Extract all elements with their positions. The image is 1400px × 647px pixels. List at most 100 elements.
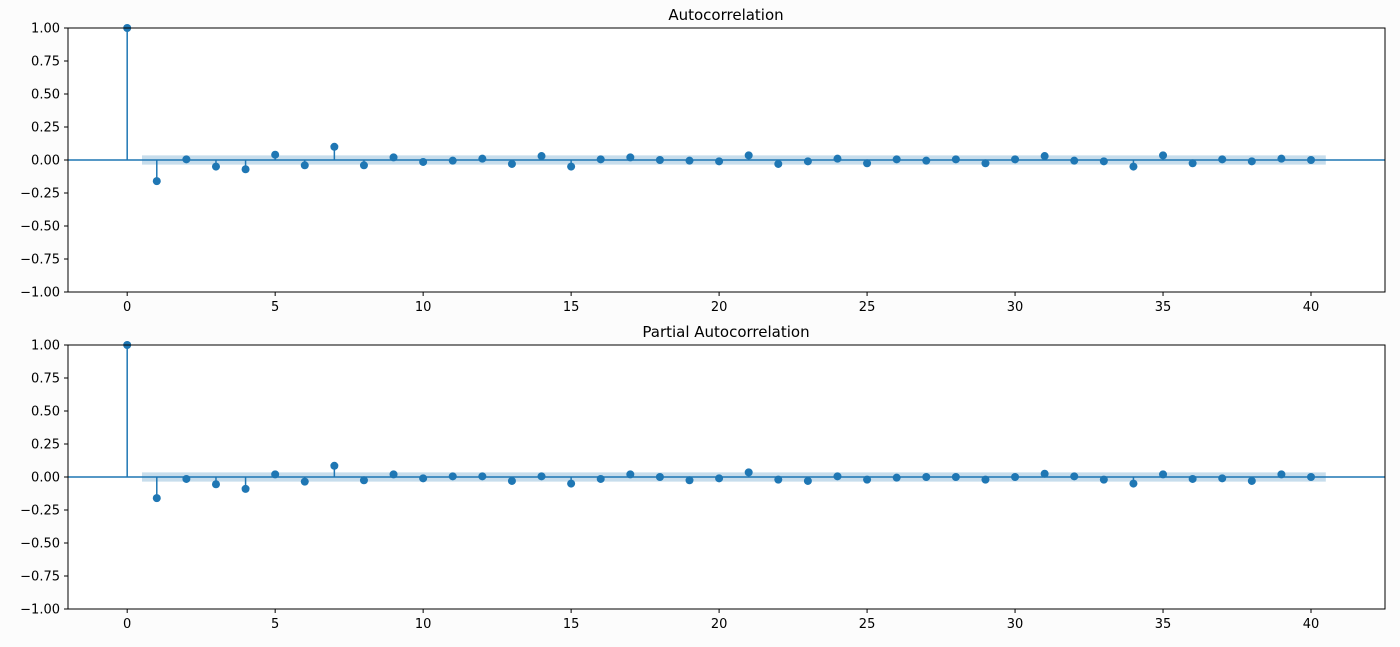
acf-marker-lag-1 (152, 177, 161, 186)
pacf-marker-lag-36 (1188, 474, 1197, 483)
pacf-marker-lag-40 (1307, 473, 1316, 481)
acf-ytick-label-2: −0.50 (20, 220, 60, 235)
acf-marker-lag-35 (1159, 151, 1168, 160)
pacf-marker-lag-20 (715, 474, 724, 483)
acf-marker-lag-30 (1011, 155, 1020, 164)
acf-marker-lag-16 (596, 155, 605, 164)
acf-ytick-label-0: −1.00 (20, 286, 60, 301)
acf-xtick-label-40: 40 (1303, 300, 1320, 315)
pacf-ytick-label-1: −0.75 (20, 570, 60, 585)
pacf-marker-lag-30 (1011, 473, 1020, 481)
acf-marker-lag-10 (419, 157, 428, 166)
acf-ytick-label-4: 0.00 (31, 154, 60, 169)
pacf-xtick-label-40: 40 (1303, 617, 1320, 632)
pacf-marker-lag-21 (744, 468, 753, 477)
acf-xtick-label-5: 5 (271, 300, 279, 315)
acf-marker-lag-32 (1070, 156, 1079, 165)
acf-marker-lag-25 (863, 159, 872, 168)
pacf-marker-lag-15 (567, 479, 576, 488)
acf-marker-lag-3 (211, 162, 220, 171)
pacf-marker-lag-37 (1218, 474, 1227, 483)
acf-marker-lag-2 (182, 155, 191, 164)
acf-xtick-label-0: 0 (123, 300, 131, 315)
partial-autocorrelation-panel: Partial Autocorrelation 0 5 10 15 20 25 30 35 40… (20, 323, 1386, 632)
pacf-ytick-label-3: −0.25 (20, 504, 60, 519)
acf-marker-lag-38 (1247, 157, 1256, 166)
acf-marker-lag-14 (537, 152, 546, 161)
acf-marker-lag-22 (774, 159, 783, 168)
pacf-marker-lag-8 (359, 476, 368, 485)
pacf-marker-lag-12 (478, 472, 487, 481)
pacf-marker-lag-26 (892, 473, 901, 482)
pacf-marker-lag-14 (537, 472, 546, 481)
acf-ytick-label-6: 0.50 (31, 88, 60, 103)
acf-marker-lag-34 (1129, 162, 1138, 171)
pacf-marker-lag-34 (1129, 479, 1138, 488)
pacf-marker-lag-22 (774, 475, 783, 484)
pacf-marker-lag-17 (626, 470, 635, 479)
acf-marker-lag-36 (1188, 159, 1197, 168)
acf-ytick-label-8: 1.00 (31, 22, 60, 37)
pacf-marker-lag-28 (951, 473, 960, 481)
acf-xtick-label-15: 15 (563, 300, 580, 315)
pacf-marker-lag-25 (863, 475, 872, 484)
pacf-marker-lag-5 (271, 470, 280, 479)
pacf-marker-lag-1 (152, 494, 161, 503)
pacf-ytick-label-6: 0.50 (31, 405, 60, 420)
pacf-ytick-label-2: −0.50 (20, 537, 60, 552)
pacf-marker-lag-35 (1159, 470, 1168, 479)
acf-marker-lag-12 (478, 154, 487, 163)
acf-marker-lag-9 (389, 153, 398, 162)
acf-marker-lag-28 (951, 155, 960, 164)
partial-autocorrelation-title: Partial Autocorrelation (642, 323, 809, 341)
pacf-marker-lag-31 (1040, 469, 1049, 478)
pacf-ytick-label-4: 0.00 (31, 471, 60, 486)
pacf-xtick-label-35: 35 (1155, 617, 1172, 632)
acf-marker-lag-15 (567, 162, 576, 171)
acf-xtick-label-35: 35 (1155, 300, 1172, 315)
pacf-xtick-label-5: 5 (271, 617, 279, 632)
pacf-ytick-label-7: 0.75 (31, 372, 60, 387)
acf-marker-lag-4 (241, 165, 250, 174)
acf-marker-lag-26 (892, 155, 901, 164)
acf-marker-lag-29 (981, 159, 990, 168)
pacf-marker-lag-24 (833, 472, 842, 481)
acf-xtick-label-20: 20 (711, 300, 728, 315)
acf-marker-lag-17 (626, 153, 635, 162)
acf-marker-lag-20 (715, 157, 724, 166)
pacf-marker-lag-11 (448, 472, 457, 481)
autocorrelation-title: Autocorrelation (668, 6, 783, 24)
pacf-xtick-label-25: 25 (859, 617, 876, 632)
acf-xtick-label-25: 25 (859, 300, 876, 315)
acf-marker-lag-33 (1099, 157, 1108, 166)
acf-xtick-label-30: 30 (1007, 300, 1024, 315)
acf-xtick-label-10: 10 (415, 300, 432, 315)
pacf-marker-lag-16 (596, 474, 605, 483)
acf-marker-lag-31 (1040, 152, 1049, 161)
pacf-xtick-label-15: 15 (563, 617, 580, 632)
acf-marker-lag-39 (1277, 154, 1286, 163)
pacf-marker-lag-2 (182, 474, 191, 483)
acf-marker-lag-18 (655, 156, 664, 164)
pacf-ytick-label-8: 1.00 (31, 339, 60, 354)
pacf-ytick-label-0: −1.00 (20, 603, 60, 618)
acf-ytick-label-3: −0.25 (20, 187, 60, 202)
pacf-xtick-label-30: 30 (1007, 617, 1024, 632)
pacf-marker-lag-9 (389, 470, 398, 479)
pacf-marker-lag-29 (981, 475, 990, 484)
acf-ytick-label-5: 0.25 (31, 121, 60, 136)
acf-marker-lag-8 (359, 161, 368, 170)
pacf-marker-lag-18 (655, 473, 664, 481)
pacf-xtick-label-20: 20 (711, 617, 728, 632)
pacf-marker-lag-4 (241, 484, 250, 493)
pacf-marker-lag-39 (1277, 470, 1286, 479)
pacf-marker-lag-33 (1099, 475, 1108, 484)
acf-ytick-label-7: 0.75 (31, 55, 60, 70)
pacf-ytick-label-5: 0.25 (31, 438, 60, 453)
acf-marker-lag-7 (330, 142, 339, 151)
pacf-marker-lag-13 (507, 476, 516, 485)
pacf-marker-lag-38 (1247, 476, 1256, 485)
acf-marker-lag-24 (833, 154, 842, 163)
autocorrelation-panel: Autocorrelation 0 5 10 15 20 25 30 35 40 −1.00 −0.… (20, 6, 1386, 315)
acf-marker-lag-40 (1307, 156, 1316, 164)
